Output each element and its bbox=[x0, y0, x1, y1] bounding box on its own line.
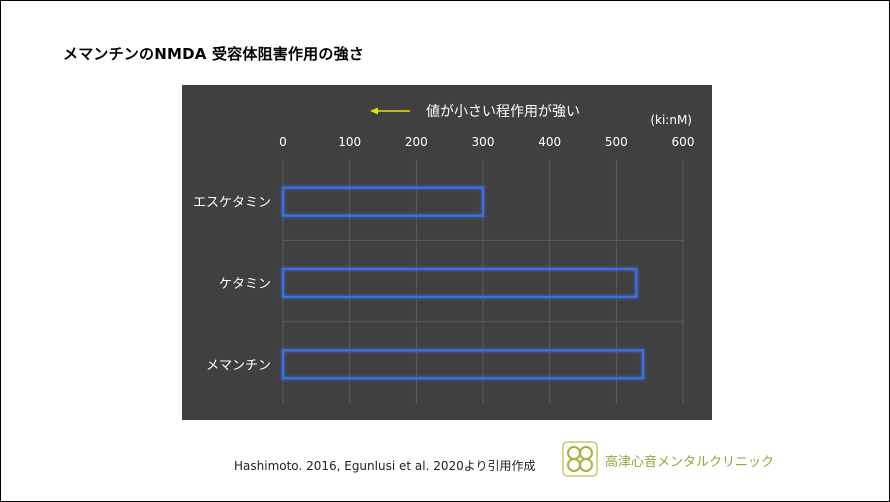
chart-annotation: 値が小さい程作用が強い bbox=[426, 104, 580, 120]
slide-title: メマンチンのNMDA 受容体阻害作用の強さ bbox=[63, 45, 364, 63]
bar bbox=[281, 349, 645, 380]
bar bbox=[281, 186, 485, 217]
x-tick-label: 300 bbox=[472, 135, 495, 149]
annotation-arrowhead bbox=[370, 107, 378, 115]
source-citation: Hashimoto. 2016, Egunlusi et al. 2020より引… bbox=[234, 459, 536, 473]
chart: 0 100 200 300 400 500 600 エスケタミンケタミンメマンチン 値が小さい程… bbox=[182, 85, 712, 420]
x-tick-label: 400 bbox=[538, 135, 561, 149]
clinic-name: 高津心音メンタルクリニック bbox=[605, 455, 775, 470]
clinic-logo-icon bbox=[562, 441, 598, 477]
bar bbox=[281, 267, 638, 299]
x-tick-label: 0 bbox=[279, 135, 287, 149]
category-label: メマンチン bbox=[206, 358, 271, 373]
category-label: エスケタミン bbox=[193, 196, 271, 211]
x-tick-label: 100 bbox=[338, 135, 361, 149]
unit-label: (ki:nM) bbox=[650, 113, 692, 127]
x-tick-label: 200 bbox=[405, 135, 428, 149]
category-label: ケタミン bbox=[219, 277, 271, 292]
x-tick-label: 600 bbox=[672, 135, 695, 149]
x-tick-label: 500 bbox=[605, 135, 628, 149]
